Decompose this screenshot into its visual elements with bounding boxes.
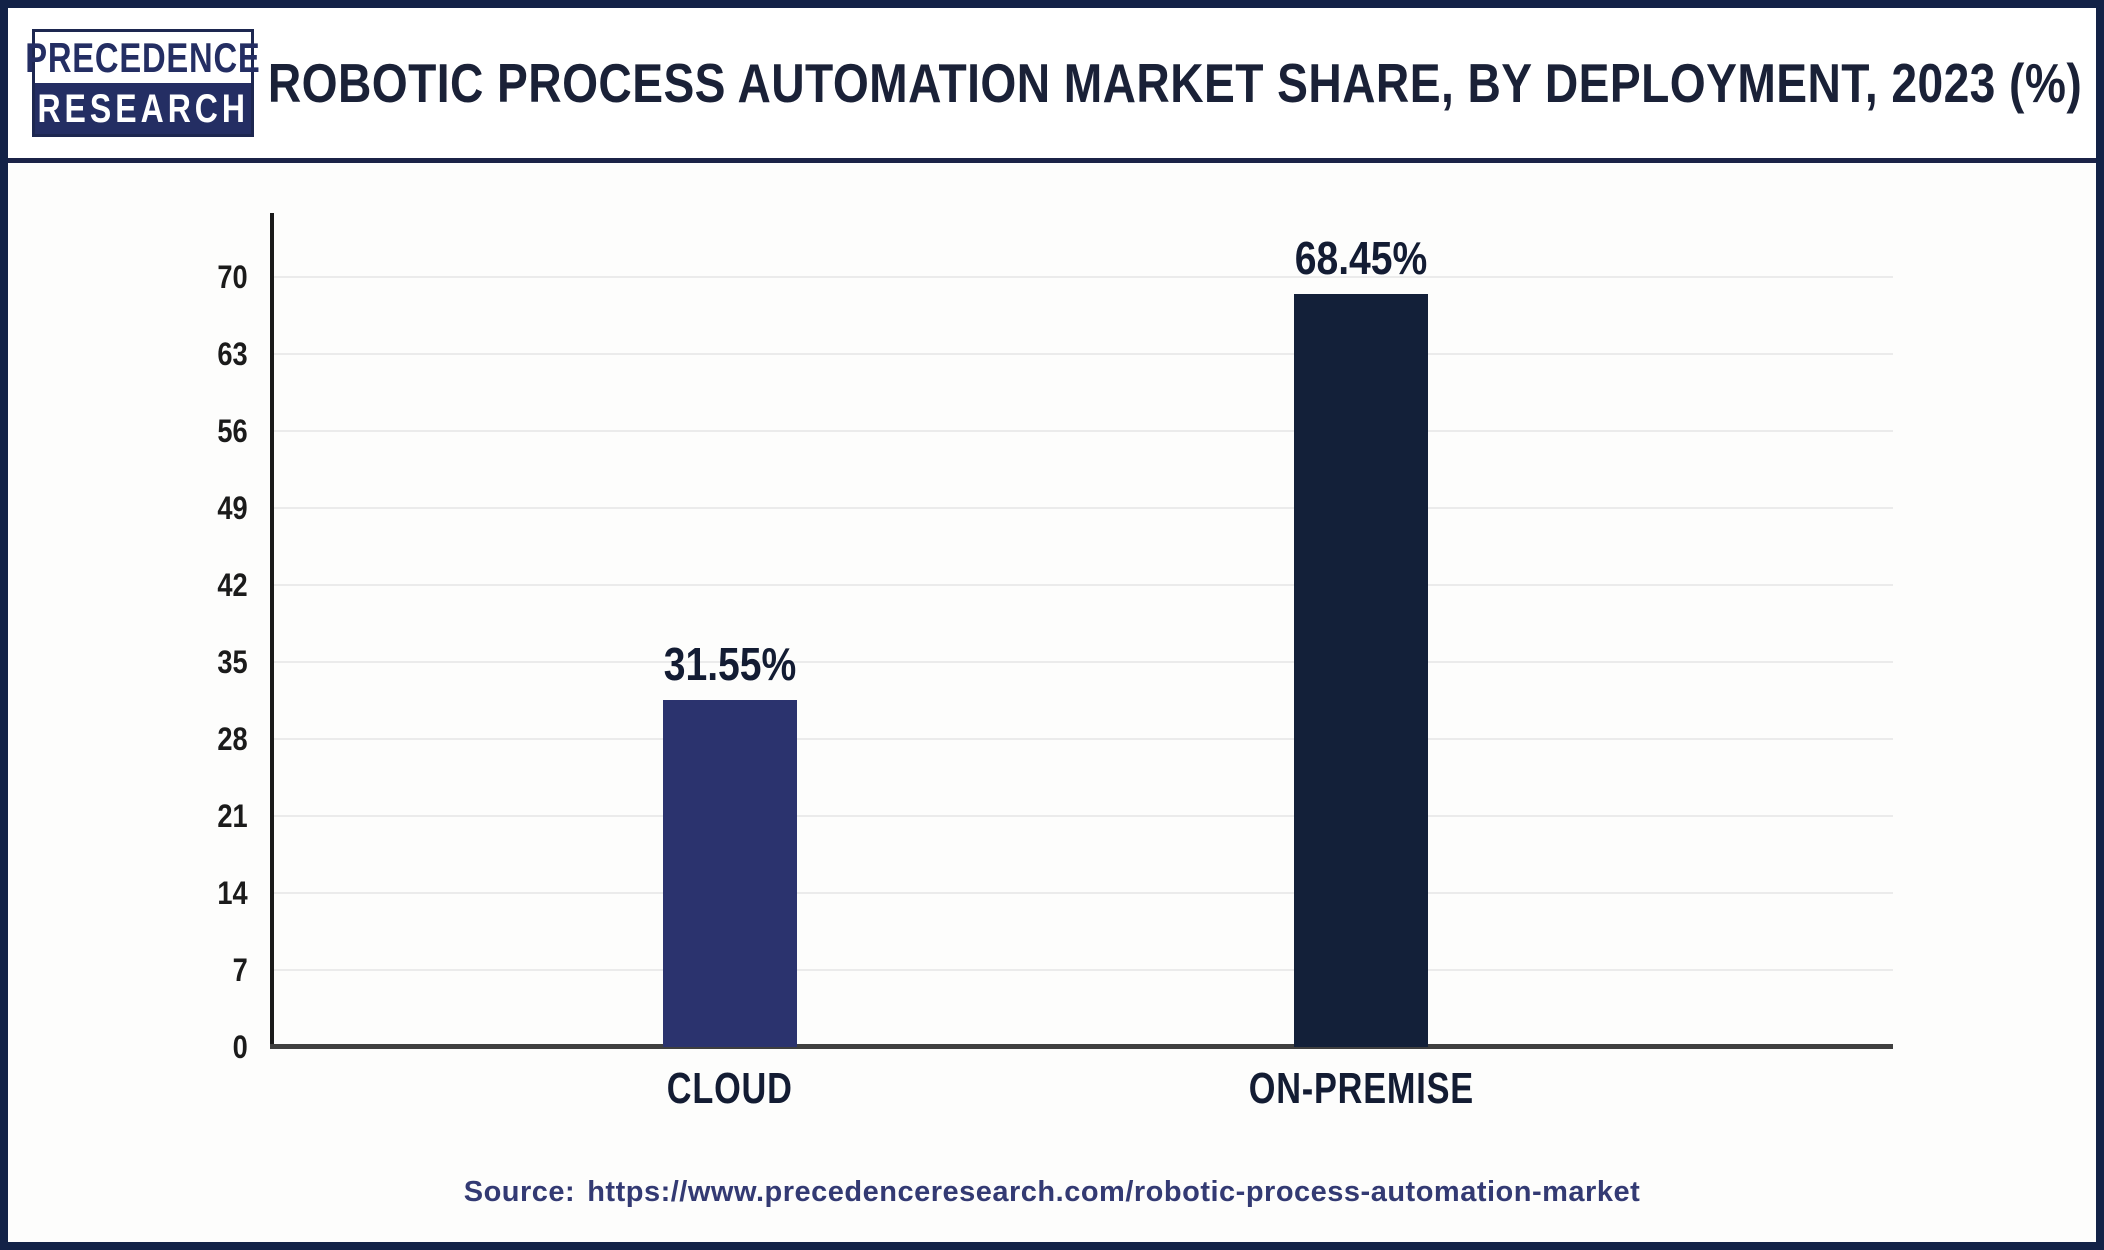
y-tick-label-35: 35	[217, 644, 248, 680]
header: PRECEDENCE RESEARCH ROBOTIC PROCESS AUTO…	[8, 8, 2096, 158]
precedence-research-logo: PRECEDENCE RESEARCH	[25, 29, 260, 137]
x-axis-line	[270, 1044, 1893, 1049]
logo-line2: RESEARCH	[37, 86, 249, 131]
y-tick-label-70: 70	[217, 259, 248, 295]
gridline-14	[274, 892, 1893, 894]
y-tick-label-42: 42	[217, 567, 248, 603]
bar-cloud	[662, 699, 797, 1047]
bar-on-premise	[1293, 294, 1428, 1047]
y-tick-label-7: 7	[232, 952, 248, 988]
header-separator	[8, 158, 2096, 163]
gridline-7	[274, 969, 1893, 971]
gridline-49	[274, 507, 1893, 509]
gridline-56	[274, 430, 1893, 432]
category-label-on-premise: ON-PREMISE	[1248, 1064, 1474, 1113]
gridline-35	[274, 661, 1893, 663]
gridline-28	[274, 738, 1893, 740]
logo-top-band: PRECEDENCE	[25, 32, 260, 83]
y-tick-label-56: 56	[217, 413, 248, 449]
gridline-70	[274, 276, 1893, 278]
y-tick-label-28: 28	[217, 721, 248, 757]
y-tick-label-49: 49	[217, 490, 248, 526]
logo-bottom-band: RESEARCH	[35, 83, 251, 134]
gridline-42	[274, 584, 1893, 586]
category-label-cloud: CLOUD	[666, 1064, 793, 1113]
title-area: ROBOTIC PROCESS AUTOMATION MARKET SHARE,…	[254, 8, 2096, 158]
gridline-63	[274, 353, 1893, 355]
plot-area: 0 7 14 21 28 35 42 49 56 63 70 31.55% CLOUD 68.45% ON-…	[218, 213, 1893, 1113]
logo-line1: PRECEDENCE	[25, 33, 261, 81]
y-tick-label-0: 0	[232, 1029, 248, 1065]
bar-value-label-on-premise: 68.45%	[1294, 232, 1428, 285]
bar-value-label-cloud: 31.55%	[663, 637, 797, 690]
y-axis-line	[270, 213, 274, 1049]
source-line: Source: https://www.precedenceresearch.co…	[8, 1168, 2096, 1216]
source-prefix: Source:	[463, 1176, 576, 1208]
y-tick-label-14: 14	[217, 875, 248, 911]
y-tick-label-63: 63	[217, 336, 248, 372]
source-url[interactable]: https://www.precedenceresearch.com/robot…	[587, 1176, 1641, 1208]
y-tick-label-21: 21	[217, 798, 248, 834]
chart-title: ROBOTIC PROCESS AUTOMATION MARKET SHARE,…	[267, 52, 2083, 114]
gridline-21	[274, 815, 1893, 817]
